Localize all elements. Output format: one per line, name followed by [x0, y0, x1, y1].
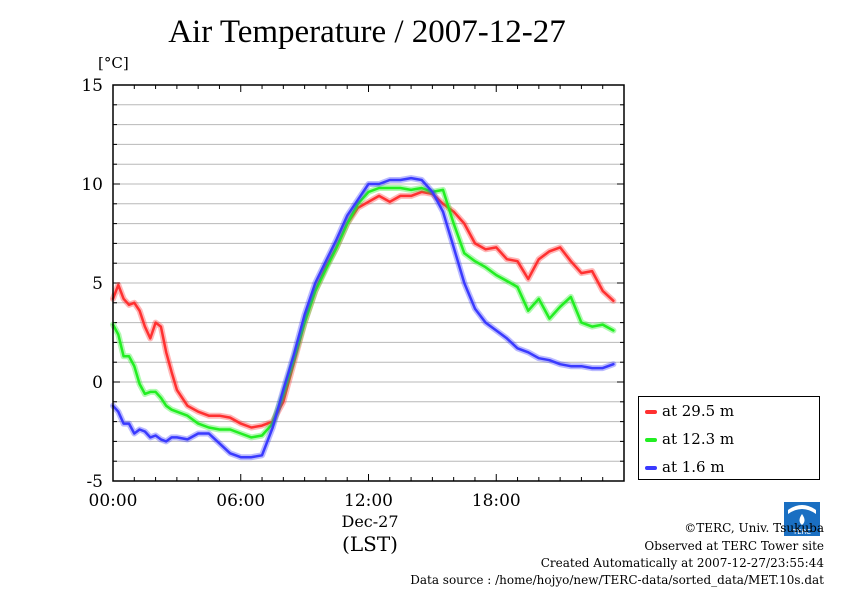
series-halo-0 — [110, 188, 617, 431]
x-tick-label: 12:00 — [344, 491, 393, 511]
chart-title: Air Temperature / 2007-12-27 — [168, 14, 566, 50]
legend-item-1-6m: at 1.6 m — [645, 456, 725, 478]
y-tick-label: -5 — [86, 472, 103, 492]
y-tick-label: 5 — [92, 274, 103, 294]
logo-text: TERC — [792, 528, 811, 536]
series-line-0 — [111, 190, 615, 429]
legend-swatch-green — [645, 438, 657, 442]
legend-item-29-5m: at 29.5 m — [645, 400, 734, 422]
legend-item-12-3m: at 12.3 m — [645, 428, 734, 450]
plot-frame — [112, 84, 625, 482]
x-tick-label: 06:00 — [216, 491, 265, 511]
legend-label: at 29.5 m — [662, 402, 735, 420]
footer-observed: Observed at TERC Tower site — [644, 539, 824, 553]
x-axis-date: Dec-27 — [341, 512, 399, 531]
footer-source: Data source : /home/hojyo/new/TERC-data/… — [410, 573, 824, 587]
y-tick-label: 10 — [81, 175, 103, 195]
legend: at 29.5 m at 12.3 m at 1.6 m — [638, 396, 820, 480]
series-line-1 — [111, 186, 615, 439]
x-tick-label: 00:00 — [89, 491, 138, 511]
legend-label: at 12.3 m — [662, 430, 735, 448]
footer-created: Created Automatically at 2007-12-27/23:5… — [540, 556, 824, 570]
series-line-2 — [111, 176, 615, 459]
y-axis-unit: [°C] — [98, 54, 129, 72]
legend-swatch-blue — [645, 466, 657, 470]
y-tick-label: 0 — [92, 373, 103, 393]
y-tick-label: 15 — [81, 76, 103, 96]
legend-label: at 1.6 m — [662, 458, 725, 476]
x-tick-label: 18:00 — [472, 491, 521, 511]
footer-copyright: ©TERC, Univ. Tsukuba — [684, 521, 824, 535]
terc-logo: TERC — [784, 502, 820, 536]
legend-swatch-red — [645, 410, 657, 414]
series-halo-1 — [110, 185, 617, 441]
x-axis-label: (LST) — [342, 532, 398, 556]
